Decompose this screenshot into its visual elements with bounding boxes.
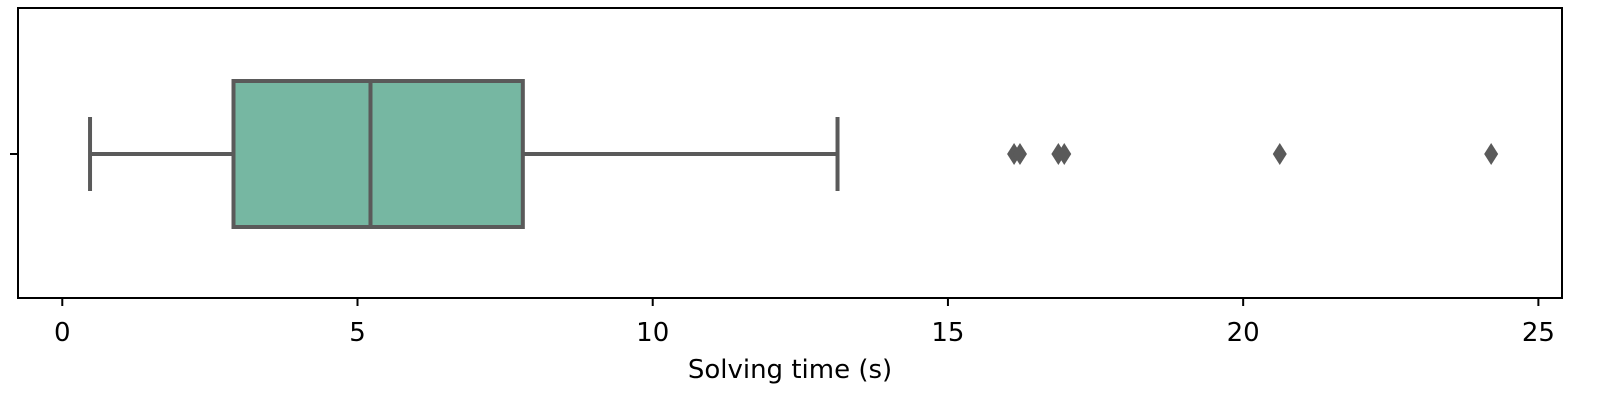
iqr-box	[231, 79, 525, 229]
x-tick-label: 20	[1227, 318, 1260, 348]
x-tick-label: 10	[636, 318, 669, 348]
outlier-point	[1057, 143, 1072, 165]
x-axis-label: Solving time (s)	[688, 355, 892, 385]
x-axis: 0 5 10 15 20 25	[54, 298, 1555, 348]
outlier-point	[1484, 143, 1499, 165]
outlier-group	[1007, 143, 1499, 165]
x-tick-label: 15	[931, 318, 964, 348]
box-group	[88, 79, 840, 229]
x-tick-label: 0	[54, 318, 71, 348]
x-tick-label: 25	[1522, 318, 1555, 348]
outlier-point	[1272, 143, 1287, 165]
x-tick-label: 5	[349, 318, 366, 348]
outlier-point	[1012, 143, 1027, 165]
